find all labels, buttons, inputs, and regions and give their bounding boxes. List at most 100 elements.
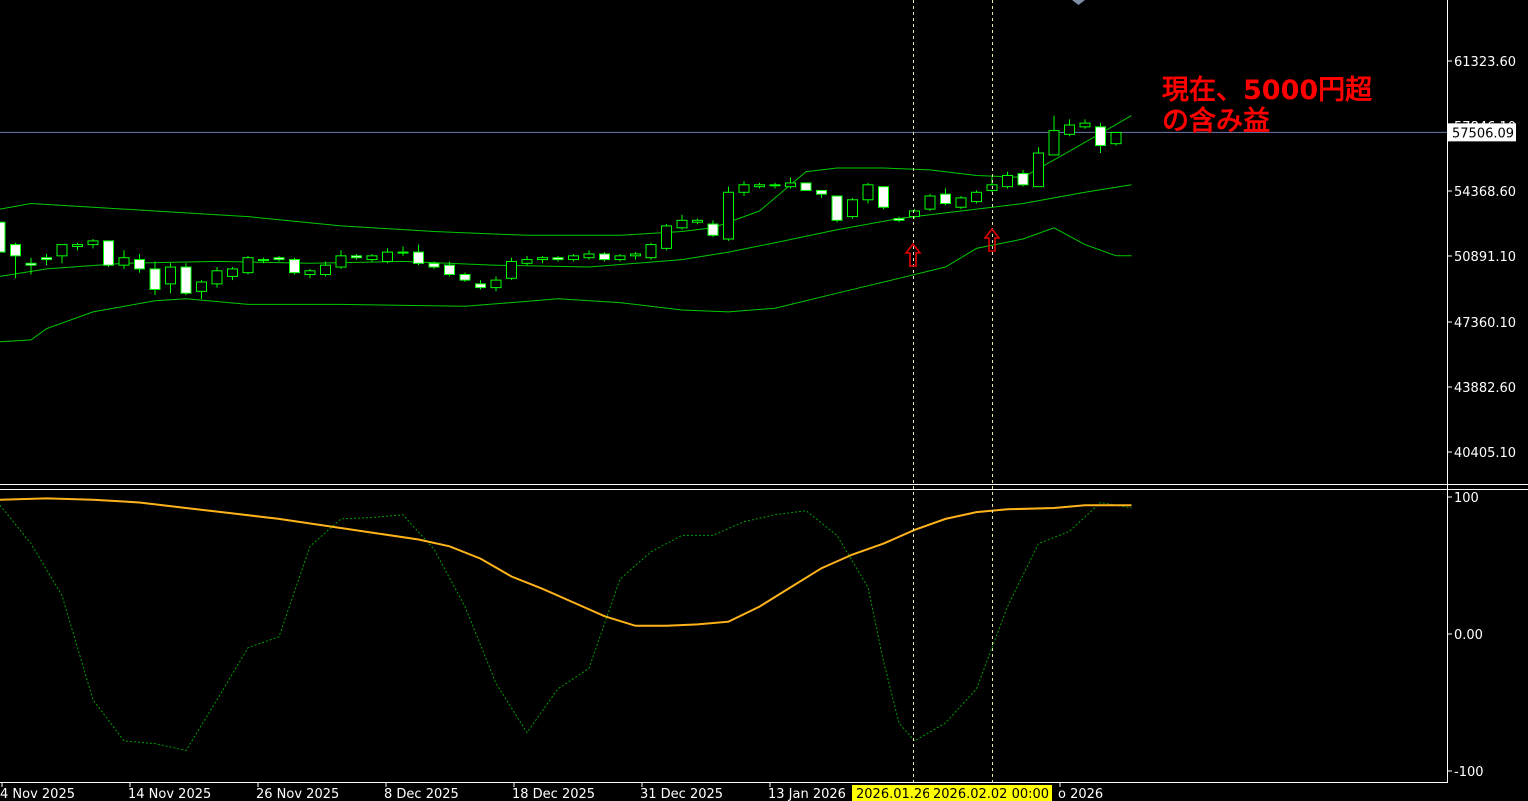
- candle[interactable]: [955, 196, 967, 210]
- price-tick-label: 50891.10: [1454, 250, 1516, 265]
- candle-body: [552, 257, 564, 261]
- candle[interactable]: [816, 189, 827, 198]
- candle[interactable]: [1064, 119, 1075, 137]
- candle[interactable]: [1033, 147, 1044, 188]
- candle[interactable]: [614, 253, 626, 262]
- chart-frames: [0, 0, 1528, 783]
- candle[interactable]: [940, 188, 951, 206]
- candle[interactable]: [180, 263, 192, 296]
- candle-body: [382, 251, 393, 262]
- candle[interactable]: [583, 250, 595, 260]
- candle[interactable]: [521, 255, 533, 266]
- candle[interactable]: [242, 255, 254, 275]
- candle[interactable]: [41, 253, 52, 266]
- candle[interactable]: [475, 280, 486, 290]
- candle-body: [196, 281, 207, 292]
- candle[interactable]: [320, 261, 331, 277]
- candle[interactable]: [103, 240, 114, 268]
- bb-middle-band: [0, 184, 1132, 277]
- candle-body: [521, 259, 533, 264]
- candle[interactable]: [304, 268, 316, 279]
- candle-body: [0, 221, 6, 253]
- date-label: 26 Nov 2025: [256, 787, 339, 801]
- candle-body: [614, 255, 626, 261]
- candle[interactable]: [0, 221, 6, 253]
- candle[interactable]: [630, 252, 641, 260]
- candle-body: [723, 191, 734, 240]
- date-label: 18 Dec 2025: [512, 787, 595, 801]
- candle[interactable]: [676, 214, 688, 230]
- candle[interactable]: [909, 209, 920, 219]
- candle[interactable]: [1002, 171, 1013, 189]
- candle[interactable]: [723, 186, 734, 241]
- candle[interactable]: [413, 244, 424, 266]
- candle[interactable]: [878, 186, 889, 210]
- candle[interactable]: [599, 252, 610, 262]
- candle[interactable]: [289, 257, 300, 275]
- candle[interactable]: [211, 267, 223, 288]
- price-pane[interactable]: [0, 115, 1447, 343]
- candle[interactable]: [754, 182, 765, 189]
- candle-body: [909, 210, 920, 218]
- candle[interactable]: [1048, 115, 1060, 156]
- candle-body: [428, 262, 440, 268]
- candle[interactable]: [537, 255, 548, 264]
- candle[interactable]: [785, 177, 796, 189]
- candle[interactable]: [552, 255, 564, 262]
- candle[interactable]: [10, 242, 21, 279]
- candle[interactable]: [506, 257, 517, 281]
- candle[interactable]: [1110, 131, 1122, 146]
- candle[interactable]: [366, 253, 378, 262]
- candle[interactable]: [847, 197, 858, 219]
- candle[interactable]: [444, 261, 455, 277]
- candle[interactable]: [707, 220, 719, 238]
- candle[interactable]: [25, 257, 37, 275]
- candle[interactable]: [568, 253, 579, 262]
- candle[interactable]: [134, 253, 145, 273]
- candle[interactable]: [1095, 123, 1106, 154]
- candle-body: [165, 266, 176, 285]
- candle[interactable]: [769, 182, 781, 189]
- candle[interactable]: [645, 242, 657, 260]
- candle[interactable]: [831, 195, 843, 223]
- candle[interactable]: [924, 194, 936, 211]
- candle[interactable]: [459, 272, 471, 283]
- candle[interactable]: [738, 181, 750, 197]
- candle-body: [1110, 131, 1122, 145]
- candle-body: [304, 270, 316, 276]
- oscillator-pane[interactable]: [0, 497, 1132, 752]
- candle[interactable]: [87, 239, 99, 249]
- candle[interactable]: [165, 263, 176, 294]
- candle[interactable]: [351, 253, 362, 260]
- candle-body: [599, 253, 610, 261]
- candle[interactable]: [149, 261, 161, 296]
- candle[interactable]: [397, 246, 409, 256]
- annotation-line-2: の含み益: [1162, 105, 1270, 137]
- candle-body: [537, 257, 548, 261]
- candle-body: [413, 251, 424, 264]
- candle-body: [847, 199, 858, 218]
- candle[interactable]: [971, 190, 982, 204]
- candle[interactable]: [661, 224, 672, 251]
- candle[interactable]: [862, 182, 874, 204]
- candle[interactable]: [382, 248, 393, 264]
- candle[interactable]: [273, 255, 285, 262]
- candle-body: [707, 223, 719, 236]
- candle[interactable]: [490, 276, 502, 292]
- candle[interactable]: [118, 250, 130, 269]
- candle[interactable]: [1079, 119, 1091, 129]
- candle[interactable]: [335, 250, 347, 269]
- candle[interactable]: [893, 216, 905, 223]
- candle[interactable]: [1017, 169, 1029, 187]
- candle-body: [10, 244, 21, 257]
- candle[interactable]: [56, 244, 68, 264]
- candle[interactable]: [258, 257, 269, 264]
- candle[interactable]: [196, 280, 207, 299]
- candle[interactable]: [428, 261, 440, 269]
- candle[interactable]: [72, 242, 83, 251]
- candle[interactable]: [800, 182, 812, 191]
- candle-body: [955, 197, 967, 208]
- candle[interactable]: [692, 218, 703, 225]
- candle[interactable]: [227, 267, 238, 281]
